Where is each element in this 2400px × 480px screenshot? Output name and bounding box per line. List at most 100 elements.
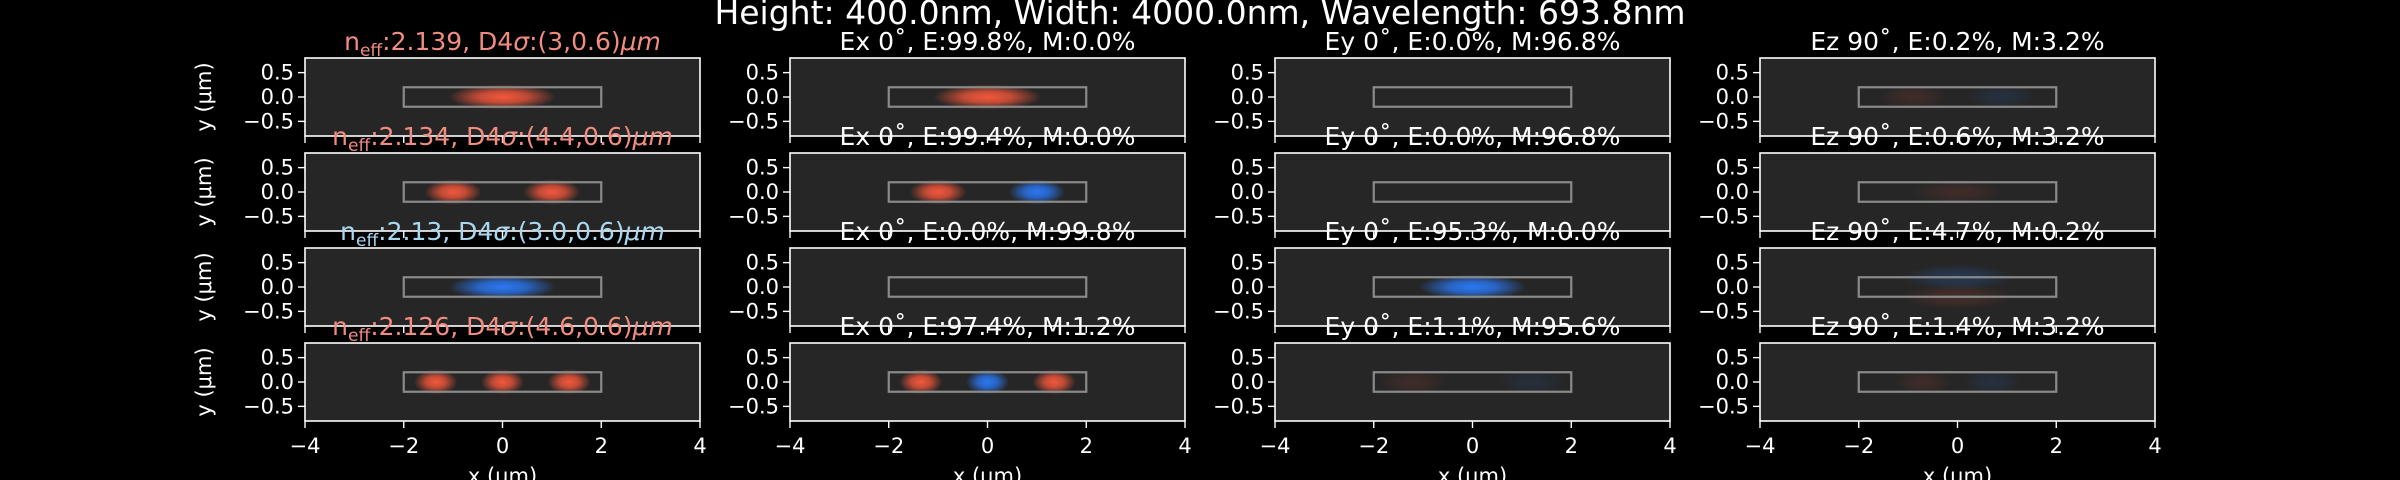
y-tick-label: −0.5 xyxy=(1213,109,1264,133)
y-tick-label: 0.5 xyxy=(261,346,294,370)
field-map xyxy=(1912,179,2003,205)
field-map xyxy=(899,369,1076,395)
x-tick-label: −2 xyxy=(388,434,419,458)
y-tick-label: 0.5 xyxy=(261,156,294,180)
x-tick-label: −4 xyxy=(775,434,806,458)
y-tick-label: −0.5 xyxy=(728,109,779,133)
mode-title: neff:2.126, D4σ:(4.6,0.6)μm xyxy=(332,312,673,346)
x-tick-label: 2 xyxy=(595,434,608,458)
y-tick-label: 0.0 xyxy=(261,180,294,204)
component-name: Ex 0˚ xyxy=(840,312,907,341)
component-name: Ey 0˚ xyxy=(1325,122,1392,151)
component-m-prefix: , M: xyxy=(1026,27,1072,56)
title-eff: eff xyxy=(348,136,371,156)
axes-face xyxy=(1760,58,2155,136)
x-axis-label: x (μm) xyxy=(953,464,1022,480)
title-colon: : xyxy=(382,27,390,56)
component-e-prefix: , E: xyxy=(1392,122,1432,151)
component-m-value: 3.2% xyxy=(2041,122,2105,151)
field-map xyxy=(448,274,557,300)
subplot-r4-ez: 0.50.0−0.5 −4 −2 0 2 4 x (μm) Ez 90˚, E:1.4%, M… xyxy=(1698,312,2162,480)
component-e-value: 0.0% xyxy=(1432,122,1496,151)
title-sep: , D4 xyxy=(450,312,501,341)
field-lobe xyxy=(1878,84,1948,110)
field-lobe xyxy=(899,369,943,395)
y-tick-label: −0.5 xyxy=(1698,204,1749,228)
y-tick-label: 0.5 xyxy=(1231,346,1264,370)
component-e-value: 0.0% xyxy=(947,217,1011,246)
field-lobe xyxy=(965,369,1010,395)
y-tick-label: 0.0 xyxy=(261,275,294,299)
field-lobe xyxy=(480,369,525,395)
subplot-r3-intensity: 0.50.0−0.5y (μm)neff:2.13, D4σ:(3.0,0.6)… xyxy=(192,217,701,333)
x-tick-label: 4 xyxy=(1178,434,1191,458)
subplot-r2-ey: 0.50.0−0.5 Ey 0˚, E:0.0%, M:96.8% xyxy=(1213,122,1671,238)
component-m-prefix: , M: xyxy=(1995,27,2041,56)
component-e-value: 1.1% xyxy=(1432,312,1496,341)
x-axis-label: x (μm) xyxy=(1438,464,1507,480)
title-neff-value: 2.13 xyxy=(387,217,443,246)
y-tick-label: −0.5 xyxy=(243,204,294,228)
component-m-value: 99.8% xyxy=(1056,217,1135,246)
component-m-prefix: , M: xyxy=(1995,217,2041,246)
waveguide-outline xyxy=(402,276,603,298)
subplot-r2-ex: 0.50.0−0.5 Ex 0˚, E:99.4%, M:0.0% xyxy=(728,122,1186,238)
title-d4sigma-value: (3,0.6) xyxy=(538,27,621,56)
y-tick-label: 0.5 xyxy=(1231,251,1264,275)
waveguide-outline xyxy=(1372,371,1573,393)
subplot-r4-ey: 0.50.0−0.5 −4 −2 0 2 4 x (μm) Ey 0˚, E:1.1%, M:… xyxy=(1213,312,1677,480)
x-axis-label: x (μm) xyxy=(468,464,537,480)
title-colon2: : xyxy=(529,27,537,56)
component-name: Ez 90˚ xyxy=(1810,27,1891,56)
field-lobe xyxy=(1967,84,2037,110)
y-tick-label: 0.0 xyxy=(261,85,294,109)
title-unit: μm xyxy=(624,217,665,246)
title-colon2: : xyxy=(517,122,525,151)
y-axis-label: y (μm) xyxy=(192,252,216,321)
y-tick-label: 0.0 xyxy=(1231,180,1264,204)
y-tick-label: 0.0 xyxy=(746,370,779,394)
x-tick-label: −4 xyxy=(1745,434,1776,458)
component-m-value: 0.0% xyxy=(1557,217,1621,246)
component-e-value: 1.4% xyxy=(1932,312,1996,341)
field-lobe xyxy=(1963,369,2021,395)
title-d4sigma-value: (4.4,0.6) xyxy=(526,122,633,151)
y-tick-label: −0.5 xyxy=(728,394,779,418)
title-sep: , D4 xyxy=(450,122,501,151)
field-map xyxy=(448,84,557,110)
field-map xyxy=(1418,274,1527,300)
subplot-r4-intensity: 0.50.0−0.5−4 −2 0 2 4x (μm)y (μm)neff:2.126,… xyxy=(192,312,707,480)
component-m-value: 96.8% xyxy=(1541,27,1620,56)
component-m-prefix: , M: xyxy=(1010,217,1056,246)
x-tick-label: 0 xyxy=(1951,434,1964,458)
subplot-r2-intensity: 0.50.0−0.5y (μm)neff:2.134, D4σ:(4.4,0.6… xyxy=(192,122,701,238)
component-m-value: 0.0% xyxy=(1072,122,1136,151)
title-colon: : xyxy=(370,122,378,151)
field-map xyxy=(909,179,1066,205)
component-e-prefix: , E: xyxy=(1392,27,1432,56)
x-tick-label: −2 xyxy=(1843,434,1874,458)
component-name: Ey 0˚ xyxy=(1325,27,1392,56)
waveguide-outline xyxy=(1857,371,2058,393)
component-m-value: 95.6% xyxy=(1541,312,1620,341)
component-e-prefix: , E: xyxy=(907,312,947,341)
y-tick-label: −0.5 xyxy=(243,394,294,418)
component-e-prefix: , E: xyxy=(1392,217,1432,246)
field-map xyxy=(424,179,581,205)
y-tick-label: 0.0 xyxy=(746,180,779,204)
waveguide-outline xyxy=(402,86,603,108)
y-tick-label: 0.5 xyxy=(1716,346,1749,370)
component-m-prefix: , M: xyxy=(1995,122,2041,151)
title-eff: eff xyxy=(348,326,371,346)
subplot-r3-ez: 0.50.0−0.5 Ez 90˚, E:4.7%, M:0.2% xyxy=(1698,217,2156,333)
component-title: Ex 0˚, E:0.0%, M:99.8% xyxy=(840,217,1136,246)
component-e-prefix: , E: xyxy=(907,27,947,56)
y-tick-label: 0.0 xyxy=(1231,275,1264,299)
x-tick-label: −4 xyxy=(1260,434,1291,458)
title-d4sigma-value: (4.6,0.6) xyxy=(526,312,633,341)
x-tick-label: 4 xyxy=(1663,434,1676,458)
title-eff: eff xyxy=(356,231,379,251)
component-e-prefix: , E: xyxy=(907,217,947,246)
y-axis-label: y (μm) xyxy=(192,157,216,226)
x-tick-label: 0 xyxy=(1466,434,1479,458)
